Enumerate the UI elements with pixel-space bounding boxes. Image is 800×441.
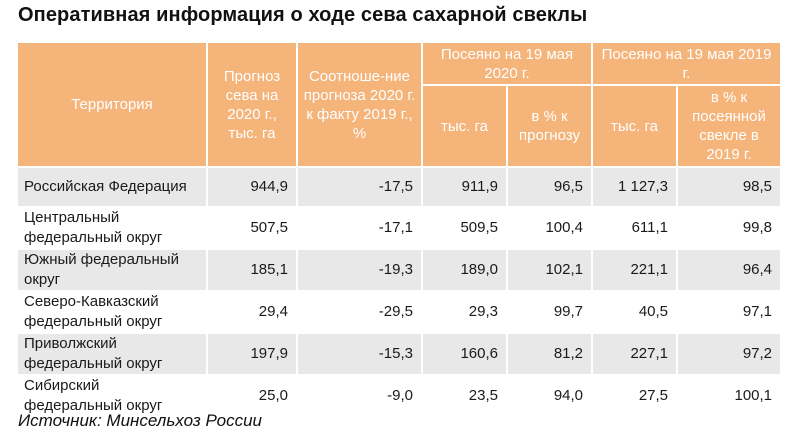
page-title: Оперативная информация о ходе сева сахар… — [18, 4, 588, 26]
cell-territory: Сибирский федеральный округ — [18, 376, 208, 418]
cell-sown-2020: 189,0 — [423, 250, 508, 292]
table-row: Северо-Кавказский федеральный округ 29,4… — [18, 292, 781, 334]
cell-pct-2020: 100,4 — [508, 208, 594, 250]
cell-forecast: 25,0 — [208, 376, 298, 418]
cell-pct-2020: 99,7 — [508, 292, 594, 334]
cell-sown-2020: 911,9 — [423, 168, 508, 208]
table-row: Сибирский федеральный округ 25,0 -9,0 23… — [18, 376, 781, 418]
cell-sown-2019: 611,1 — [593, 208, 679, 250]
cell-sown-2019: 221,1 — [593, 250, 679, 292]
table-row: Российская Федерация 944,9 -17,5 911,9 9… — [18, 168, 781, 208]
cell-sown-2019: 227,1 — [593, 334, 679, 376]
sowing-table: Территория Прогноз сева на 2020 г., тыс.… — [18, 43, 781, 418]
cell-pct-2020: 81,2 — [508, 334, 594, 376]
header-territory: Территория — [18, 43, 208, 168]
cell-sown-2020: 23,5 — [423, 376, 508, 418]
cell-pct-2020: 102,1 — [508, 250, 594, 292]
cell-territory: Российская Федерация — [18, 168, 208, 208]
cell-pct-2020: 96,5 — [508, 168, 594, 208]
cell-sown-2020: 160,6 — [423, 334, 508, 376]
cell-ratio: -17,1 — [298, 208, 423, 250]
cell-forecast: 29,4 — [208, 292, 298, 334]
cell-sown-2019: 40,5 — [593, 292, 679, 334]
cell-pct-2019: 98,5 — [678, 168, 781, 208]
header-forecast: Прогноз сева на 2020 г., тыс. га — [208, 43, 298, 168]
cell-pct-2019: 100,1 — [678, 376, 781, 418]
header-sown-2020: Посеяно на 19 мая 2020 г. — [423, 43, 594, 86]
cell-forecast: 185,1 — [208, 250, 298, 292]
header-thous-ha-2020: тыс. га — [423, 86, 508, 168]
header-ratio: Соотноше-ние прогноза 2020 г. к факту 20… — [298, 43, 423, 168]
source-note: Источник: Минсельхоз России — [18, 411, 263, 430]
cell-ratio: -15,3 — [298, 334, 423, 376]
cell-ratio: -17,5 — [298, 168, 423, 208]
table-row: Центральный федеральный округ 507,5 -17,… — [18, 208, 781, 250]
cell-pct-2020: 94,0 — [508, 376, 594, 418]
header-thous-ha-2019: тыс. га — [593, 86, 679, 168]
cell-ratio: -29,5 — [298, 292, 423, 334]
cell-territory: Центральный федеральный округ — [18, 208, 208, 250]
cell-forecast: 944,9 — [208, 168, 298, 208]
table-row: Южный федеральный округ 185,1 -19,3 189,… — [18, 250, 781, 292]
cell-forecast: 507,5 — [208, 208, 298, 250]
cell-territory: Приволжский федеральный округ — [18, 334, 208, 376]
cell-ratio: -9,0 — [298, 376, 423, 418]
header-pct-forecast-2020: в % к прогнозу — [508, 86, 594, 168]
cell-pct-2019: 99,8 — [678, 208, 781, 250]
cell-forecast: 197,9 — [208, 334, 298, 376]
cell-pct-2019: 97,2 — [678, 334, 781, 376]
cell-territory: Северо-Кавказский федеральный округ — [18, 292, 208, 334]
cell-ratio: -19,3 — [298, 250, 423, 292]
cell-pct-2019: 96,4 — [678, 250, 781, 292]
cell-sown-2020: 29,3 — [423, 292, 508, 334]
table-row: Приволжский федеральный округ 197,9 -15,… — [18, 334, 781, 376]
cell-sown-2019: 1 127,3 — [593, 168, 679, 208]
header-sown-2019: Посеяно на 19 мая 2019 г. — [593, 43, 781, 86]
cell-pct-2019: 97,1 — [678, 292, 781, 334]
cell-sown-2019: 27,5 — [593, 376, 679, 418]
cell-sown-2020: 509,5 — [423, 208, 508, 250]
header-pct-sown-2019: в % к посеянной свекле в 2019 г. — [678, 86, 781, 168]
cell-territory: Южный федеральный округ — [18, 250, 208, 292]
